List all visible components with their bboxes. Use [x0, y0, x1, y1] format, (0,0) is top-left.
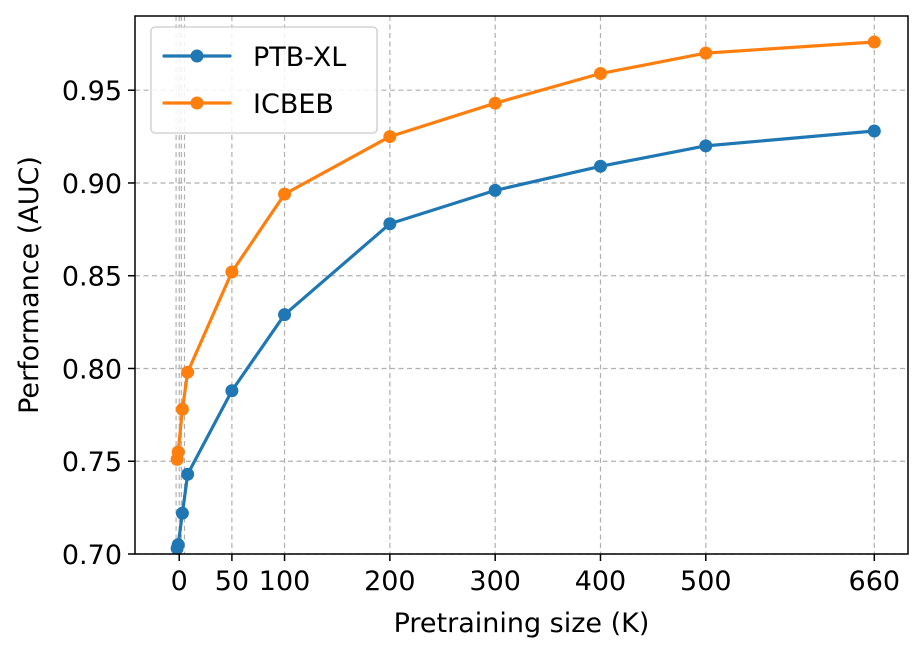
data-point-ptb-xl — [699, 139, 713, 153]
plot-frame — [134, 15, 909, 555]
data-point-ptb-xl — [383, 217, 397, 231]
data-point-icbeb — [488, 96, 502, 110]
data-point-ptb-xl — [175, 506, 189, 520]
series-layer — [170, 35, 881, 555]
data-point-ptb-xl — [593, 159, 607, 173]
series-ptb-xl — [170, 124, 881, 555]
y-tick-label: 0.95 — [62, 76, 122, 107]
data-point-ptb-xl — [867, 124, 881, 138]
data-point-icbeb — [867, 35, 881, 49]
legend-item-ptb-xl: PTB-XL — [162, 42, 346, 73]
data-point-icbeb — [278, 187, 292, 201]
legend-label: PTB-XL — [253, 42, 346, 73]
legend: PTB-XL ICBEB — [150, 26, 378, 134]
x-tick-label: 660 — [849, 566, 901, 597]
x-tick-label: 500 — [680, 566, 732, 597]
data-point-ptb-xl — [171, 538, 185, 552]
data-point-icbeb — [181, 365, 195, 379]
data-point-icbeb — [175, 402, 189, 416]
data-point-ptb-xl — [278, 308, 292, 322]
legend-box — [150, 26, 378, 134]
legend-label: ICBEB — [253, 89, 334, 120]
y-tick-label: 0.75 — [62, 447, 122, 478]
y-tick-label: 0.70 — [62, 540, 122, 571]
data-point-icbeb — [225, 265, 239, 279]
data-point-icbeb — [383, 130, 397, 144]
y-tick-label: 0.85 — [62, 262, 122, 293]
data-point-icbeb — [171, 445, 185, 459]
x-tick-label: 200 — [364, 566, 416, 597]
legend-item-icbeb: ICBEB — [162, 89, 334, 120]
data-point-icbeb — [593, 67, 607, 81]
x-tick-label: 50 — [215, 566, 249, 597]
x-tick-label: 100 — [259, 566, 311, 597]
legend-swatch-marker — [190, 96, 204, 110]
legend-swatch-marker — [190, 49, 204, 63]
y-tick-label: 0.80 — [62, 354, 122, 385]
y-tick-label: 0.90 — [62, 169, 122, 200]
x-tick-label: 0 — [171, 566, 188, 597]
x-axis-label: Pretraining size (K) — [394, 608, 650, 639]
axis-ticks: 0 50 100 200 300 400 500 660 0.70 0.75 0.80 0.85 0.9… — [62, 76, 900, 597]
data-point-ptb-xl — [181, 467, 195, 481]
data-point-ptb-xl — [225, 384, 239, 398]
x-tick-label: 300 — [469, 566, 521, 597]
series-icbeb — [170, 35, 881, 466]
x-tick-label: 400 — [575, 566, 627, 597]
data-point-icbeb — [699, 46, 713, 60]
y-axis-label: Performance (AUC) — [14, 156, 45, 414]
data-point-ptb-xl — [488, 183, 502, 197]
